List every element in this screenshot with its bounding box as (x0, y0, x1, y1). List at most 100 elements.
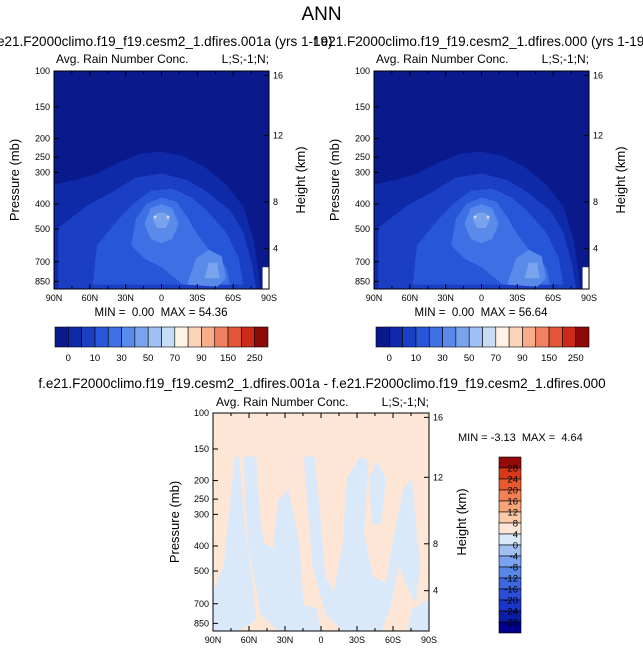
panel-diff-ylabel-right: Height (km) (454, 488, 469, 555)
y-tick-label: 100 (194, 408, 209, 418)
y-tick-label: 850 (355, 276, 370, 286)
missing-data-corner (582, 267, 589, 289)
colorbar-box (482, 326, 497, 348)
y-tick-label: 400 (35, 199, 50, 209)
y-tick-label: 700 (194, 599, 209, 609)
colorbar-box (495, 326, 510, 348)
colorbar-label: 50 (464, 353, 475, 364)
colorbar-label: 0 (66, 353, 71, 364)
y-tick-label: 200 (355, 134, 370, 144)
x-tick-label: 60S (385, 635, 401, 645)
y-right-tick-label: 8 (273, 197, 278, 207)
y-tick-label: 700 (35, 257, 50, 267)
panel-left-contours (54, 71, 269, 289)
colorbar-box (442, 326, 457, 348)
colorbar-box (227, 326, 242, 348)
y-right-tick-label: 8 (433, 539, 438, 549)
diff-negative (303, 456, 421, 631)
colorbar-box (415, 326, 430, 348)
x-tick-label: 60N (82, 293, 99, 303)
panel-diff-ylabel: Pressure (mb) (167, 481, 182, 563)
colorbar-label: 90 (196, 353, 207, 364)
colorbar-box (548, 326, 563, 348)
colorbar-box (389, 326, 403, 348)
x-tick-label: 90S (581, 293, 597, 303)
y-tick-label: 300 (194, 509, 209, 519)
x-tick-label: 30N (117, 293, 134, 303)
y-right-tick-label: 16 (273, 70, 283, 80)
y-tick-label: 700 (355, 257, 370, 267)
x-tick-label: 90N (366, 293, 383, 303)
y-tick-label: 850 (194, 618, 209, 628)
colorbar-label: -12 (504, 574, 518, 585)
panel-left-title: f.e21.F2000climo.f19_f19.cesm2_1.dfires.… (0, 34, 332, 49)
contour-peak (153, 215, 157, 219)
contour-peak (166, 215, 170, 219)
colorbar-box (508, 326, 523, 348)
colorbar-box (54, 326, 69, 348)
colorbar-label: 8 (513, 519, 518, 530)
colorbar-box (468, 326, 483, 348)
colorbar-label: 150 (220, 353, 236, 364)
x-tick-label: 0 (479, 293, 484, 303)
y-tick-label: 250 (355, 152, 370, 162)
colorbar-label: 30 (116, 353, 127, 364)
y-tick-label: 500 (35, 224, 50, 234)
y-tick-label: 200 (35, 134, 50, 144)
y-tick-label: 850 (35, 276, 50, 286)
colorbar-box (147, 326, 162, 348)
colorbar-label: -28 (504, 618, 518, 629)
panel-right-ylabel: Pressure (mb) (327, 139, 342, 221)
panel-right-contours (374, 71, 589, 289)
panel-left-stats: MIN = 0.00 MAX = 54.36 (95, 307, 228, 319)
panel-right: f.e21.F2000climo.f19_f19.cesm2_1.dfires.… (313, 34, 643, 364)
diff-negative (243, 456, 321, 631)
colorbar-box (174, 326, 189, 348)
colorbar-label: 24 (507, 475, 518, 486)
panel-left-ticks: 90N 60N 30N 0 30S 60S 90S 100 150 200 250 300 400 500… (35, 66, 283, 303)
colorbar-box (94, 326, 109, 348)
colorbar-label: -4 (510, 552, 518, 563)
colorbar-box (161, 326, 176, 348)
colorbar-box (214, 326, 229, 348)
x-tick-label: 90N (46, 293, 63, 303)
y-right-tick-label: 12 (433, 472, 443, 482)
y-right-tick-label: 12 (593, 130, 603, 140)
colorbar-box (187, 326, 202, 348)
x-tick-label: 30S (509, 293, 525, 303)
colorbar-box (428, 326, 443, 348)
colorbar-label: 10 (411, 353, 422, 364)
colorbar-box (121, 326, 136, 348)
panel-right-subtitle: Avg. Rain Number Conc. (376, 52, 509, 66)
panel-left-ylabel: Pressure (mb) (7, 139, 22, 221)
colorbar-label: 12 (507, 508, 518, 519)
colorbar-box (575, 326, 590, 348)
contour-level-6b (204, 262, 220, 279)
panel-left: f.e21.F2000climo.f19_f19.cesm2_1.dfires.… (0, 34, 332, 364)
colorbar-label: 28 (507, 464, 518, 475)
y-tick-label: 100 (355, 66, 370, 76)
y-right-tick-label: 4 (593, 244, 598, 254)
colorbar-box (562, 326, 576, 348)
x-tick-label: 90S (261, 293, 277, 303)
y-tick-label: 100 (35, 66, 50, 76)
y-tick-label: 300 (35, 167, 50, 177)
colorbar-label: 150 (541, 353, 557, 364)
colorbar-box (522, 326, 537, 348)
panel-diff-title: f.e21.F2000climo.f19_f19.cesm2_1.dfires.… (38, 376, 605, 391)
colorbar-label: 250 (568, 353, 584, 364)
colorbar-label: 0 (387, 353, 392, 364)
x-tick-label: 30S (349, 635, 365, 645)
colorbar-box (254, 326, 269, 348)
colorbar-label: 250 (247, 353, 263, 364)
contour-level-6 (152, 212, 171, 228)
x-tick-label: 90S (421, 635, 437, 645)
colorbar-label: 10 (90, 353, 101, 364)
colorbar-box (535, 326, 550, 348)
contour-level-6 (472, 212, 491, 228)
colorbar-label: 30 (437, 353, 448, 364)
x-tick-label: 90N (205, 635, 222, 645)
panel-right-stats: MIN = 0.00 MAX = 56.64 (415, 307, 549, 319)
